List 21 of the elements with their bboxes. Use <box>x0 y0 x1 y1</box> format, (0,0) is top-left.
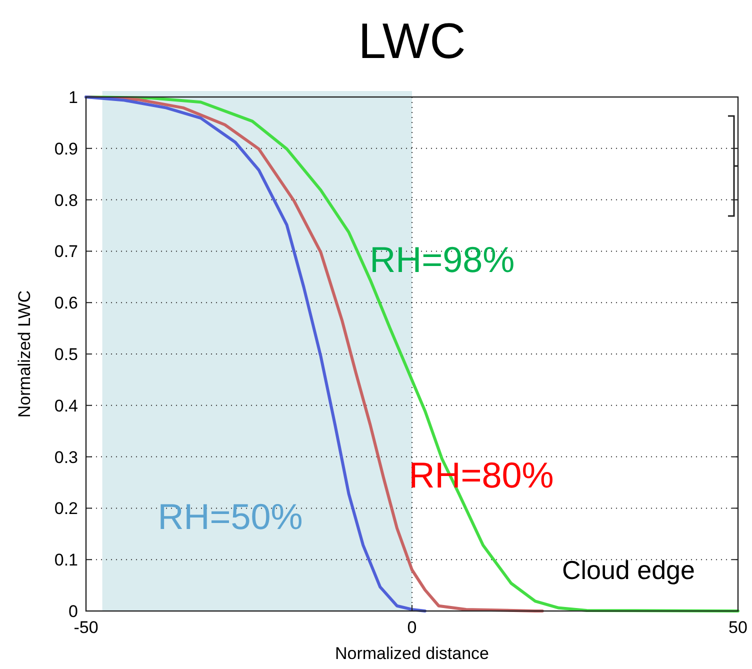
y-tick-label: 0.4 <box>54 396 78 416</box>
line-series <box>84 96 740 612</box>
chart-title: LWC <box>358 13 466 69</box>
y-tick-label: 0.2 <box>54 499 78 518</box>
y-tick-label: 0.3 <box>54 448 78 467</box>
y-tick-label: 0.6 <box>54 294 78 313</box>
y-tick-label: 0.8 <box>54 190 78 210</box>
y-tick-label: 1 <box>68 88 78 107</box>
x-tick-label: 0 <box>407 618 417 637</box>
y-tick-label: 0.1 <box>54 550 78 570</box>
y-tick-label: 0.5 <box>54 344 78 364</box>
annotation: Cloud edge <box>562 554 695 585</box>
x-tick-label: 50 <box>728 618 748 637</box>
series-label: RH=50% <box>158 496 303 537</box>
y-axis-title: Normalized LWC <box>15 290 34 418</box>
x-tick-label: -50 <box>74 618 98 637</box>
y-tick-label: 0 <box>68 602 78 621</box>
y-tick-label: 0.7 <box>54 242 78 262</box>
series-label: RH=98% <box>370 238 515 280</box>
y-tick-label: 0.9 <box>54 139 78 158</box>
x-axis-title: Normalized distance <box>334 644 490 663</box>
